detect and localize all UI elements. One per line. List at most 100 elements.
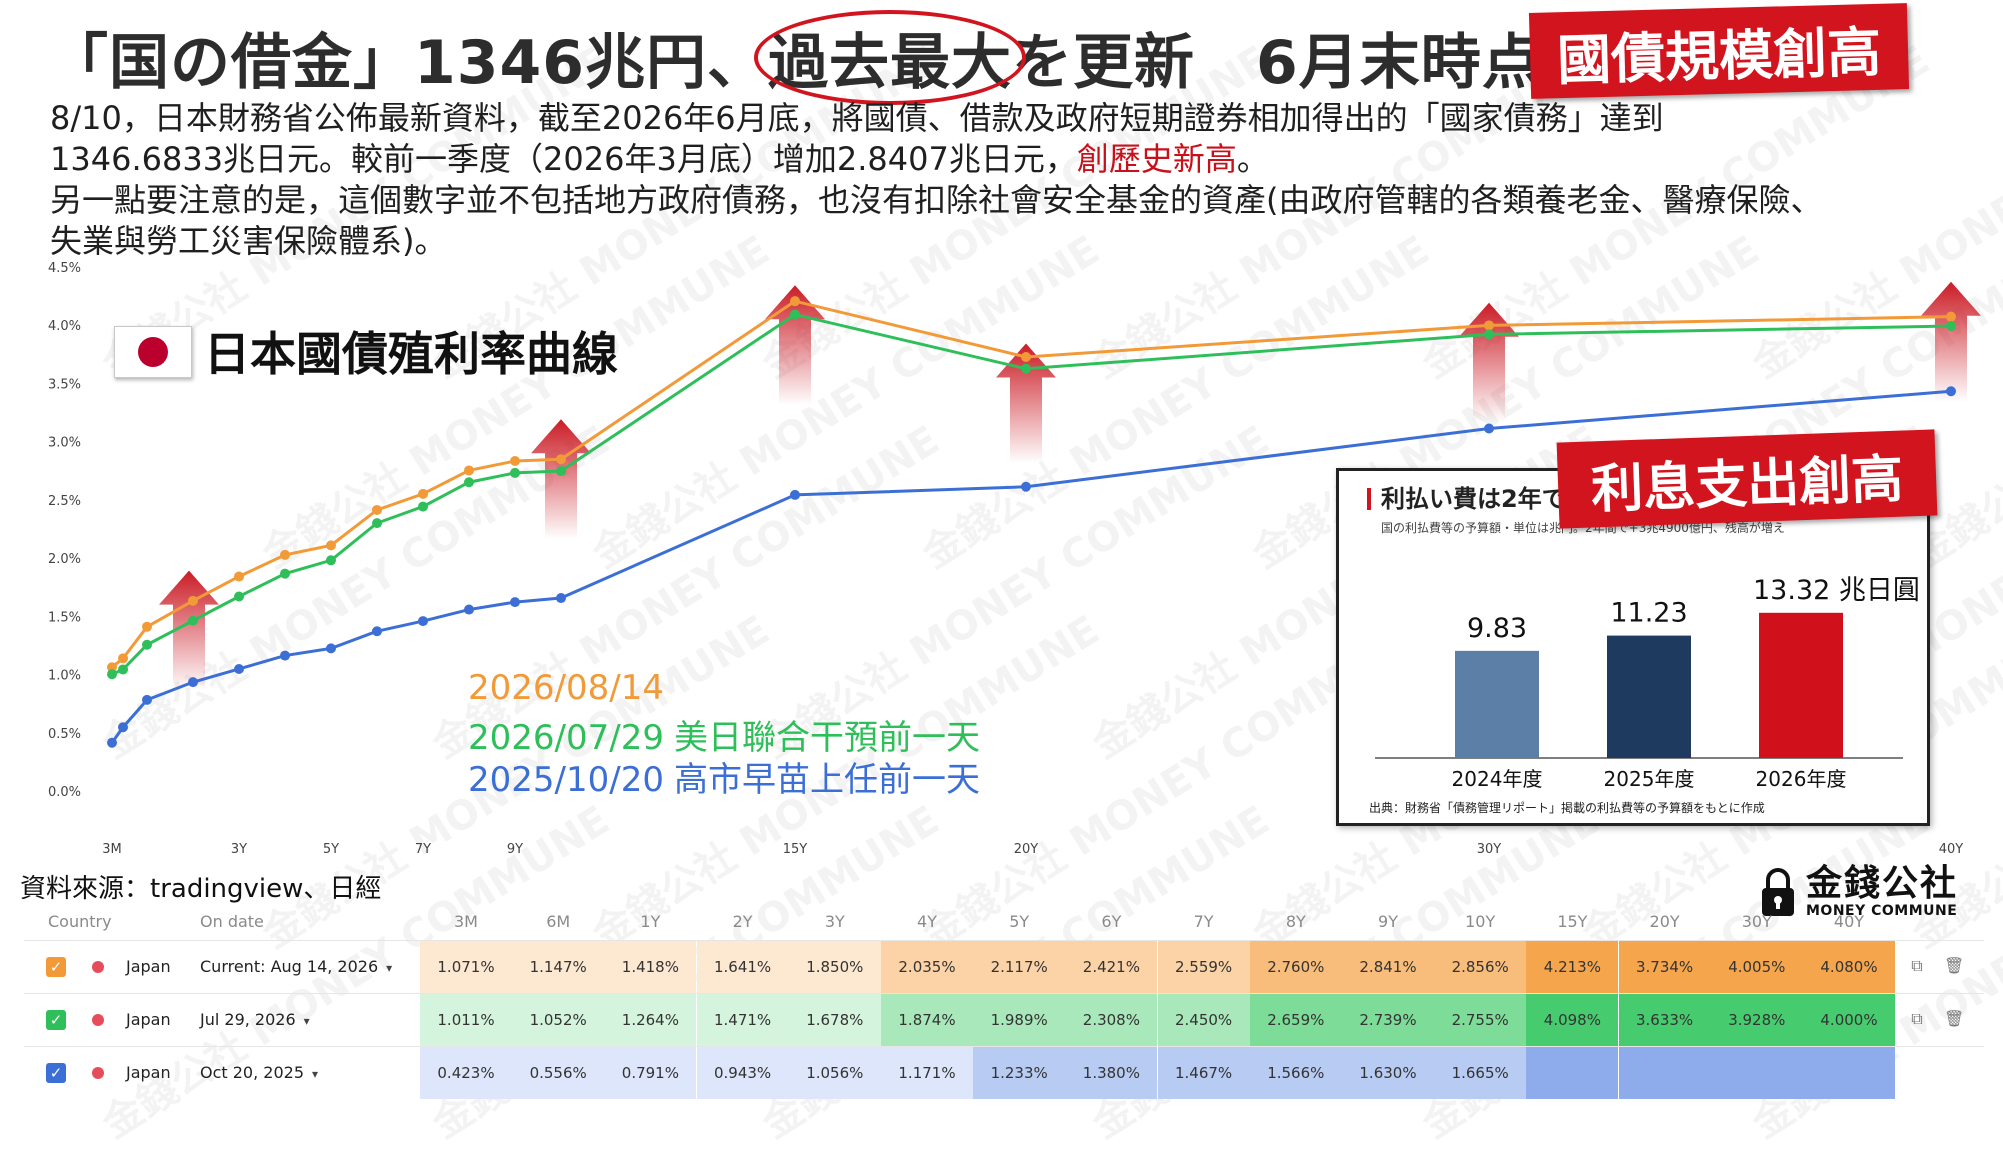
legend-item-1: 2026/08/14 [468, 668, 674, 708]
data-point [418, 488, 428, 499]
rise-arrow [531, 419, 591, 540]
column-header-tenor: 3M [454, 912, 478, 931]
yield-cell: 1.056% [788, 1047, 881, 1099]
inset-bar [1607, 635, 1691, 758]
data-point [1946, 321, 1956, 331]
row-date-select[interactable]: Current: Aug 14, 2026 ▾ [200, 941, 392, 994]
y-tick-label: 3.0% [48, 436, 81, 451]
yield-cell: 1.418% [604, 941, 697, 993]
column-header-tenor: 4Y [917, 912, 937, 931]
yield-cell: 0.556% [512, 1047, 605, 1099]
inset-note: 国の利払費等の予算額・単位は兆円。2年間で+3兆4900億円、残高が増え [1381, 521, 1785, 535]
yield-cell: 2.559% [1157, 941, 1250, 993]
yield-cell: 4.098% [1526, 994, 1619, 1046]
yield-cell: 2.117% [973, 941, 1066, 993]
yield-cell: 2.308% [1065, 994, 1158, 1046]
data-point [790, 489, 800, 500]
column-header-tenor: 1Y [640, 912, 661, 931]
column-header-tenor: 6Y [1101, 912, 1122, 931]
yield-cell: 2.659% [1249, 994, 1342, 1046]
brand-text: 金錢公社 MONEY COMMUNE [1806, 866, 1958, 919]
table-row: ✓ Japan Jul 29, 2026 ▾ 1.011% 1.052% 1.264% 1.4… [24, 993, 1984, 1046]
data-point [188, 677, 198, 688]
data-point [118, 722, 128, 733]
data-point [1484, 329, 1494, 340]
row-checkbox[interactable]: ✓ [46, 1010, 66, 1030]
rise-arrows [159, 281, 1981, 691]
row-checkbox[interactable]: ✓ [46, 957, 66, 977]
yield-cell [1526, 1047, 1619, 1099]
column-header-tenor: 6M [546, 912, 571, 931]
trash-icon[interactable]: 🗑 [1944, 956, 1965, 975]
copy-icon[interactable]: ⧉ [1911, 956, 1923, 975]
inset-header: 利払い費は2年で [1367, 479, 1566, 514]
data-point [510, 597, 520, 608]
y-tick-label: 1.0% [48, 669, 81, 684]
inset-bar [1455, 650, 1539, 758]
column-header-tenor: 7Y [1193, 912, 1214, 931]
x-axis-ticks: 3M 3Y 5Y 7Y 9Y 15Y 20Y 30Y 40Y [102, 842, 1963, 857]
column-header-tenor: 30Y [1741, 912, 1772, 931]
x-tick-label: 40Y [1939, 842, 1964, 857]
data-point [107, 669, 117, 680]
x-tick-label: 7Y [415, 842, 431, 857]
yield-cell: 2.755% [1434, 994, 1527, 1046]
data-point [464, 604, 474, 615]
chart-title: 日本國債殖利率曲線 [204, 327, 618, 381]
data-point [142, 639, 152, 650]
interest-record-banner: 利息支出創高 [1556, 429, 1938, 529]
legend-note-2: 美日聯合干預前一天 [673, 718, 980, 758]
yield-table: Country On date 3M 6M 1Y 2Y 3Y 4Y 5Y 6Y 7Y 8Y 9Y 10… [24, 908, 1984, 1120]
interest-cost-inset: 9.83 2024年度 11.23 2025年度 13.32 兆日圓 2026年度 利払い… [1336, 468, 1930, 826]
row-checkbox[interactable]: ✓ [46, 1063, 66, 1083]
yield-cell: 2.760% [1249, 941, 1342, 993]
yield-cell: 1.233% [973, 1047, 1066, 1099]
data-point [790, 309, 800, 320]
inset-bar-category: 2026年度 [1756, 767, 1847, 791]
yield-cell [1803, 1047, 1895, 1099]
intro-line-2-end: 。 [1236, 140, 1269, 178]
headline: 「国の借金」1346兆円、過去最大を更新 6月末時点 [48, 10, 1543, 105]
yield-cell: 0.791% [604, 1047, 697, 1099]
data-point [1484, 320, 1494, 331]
yield-cell: 2.856% [1434, 941, 1527, 993]
data-point [1946, 386, 1956, 397]
yield-cell: 1.678% [788, 994, 881, 1046]
series-line-3 [110, 389, 1952, 744]
trash-icon[interactable]: 🗑 [1944, 1009, 1965, 1028]
data-point [118, 653, 128, 664]
row-date-select[interactable]: Jul 29, 2026 ▾ [200, 994, 310, 1047]
record-high-highlight: 創歷史新高 [1076, 140, 1237, 178]
row-date-select[interactable]: Oct 20, 2025 ▾ [200, 1047, 318, 1100]
row-date-text: Jul 29, 2026 [200, 1010, 296, 1029]
rise-arrow [996, 343, 1056, 464]
yield-cell [1618, 1047, 1711, 1099]
x-tick-label: 3M [102, 842, 122, 857]
yield-cell: 3.633% [1618, 994, 1711, 1046]
data-point [234, 663, 244, 674]
data-point [790, 296, 800, 307]
y-tick-label: 2.0% [48, 552, 81, 567]
series-points [107, 296, 1956, 748]
x-tick-label: 15Y [783, 842, 808, 857]
column-header-date: On date [200, 912, 264, 931]
copy-icon[interactable]: ⧉ [1911, 1009, 1923, 1028]
yield-cell: 1.052% [512, 994, 605, 1046]
data-point [188, 615, 198, 626]
yield-cell: 1.011% [420, 994, 512, 1046]
intro-line-1: 8/10，日本財務省公佈最新資料，截至2026年6月底，將國債、借款及政府短期證… [50, 99, 1664, 137]
legend-date-1: 2026/08/14 [468, 668, 664, 708]
column-header-tenor: 40Y [1833, 912, 1865, 931]
data-point [326, 643, 336, 654]
yield-cell: 0.943% [696, 1047, 789, 1099]
series-line-1 [111, 299, 1952, 669]
yield-cell: 3.734% [1618, 941, 1711, 993]
x-tick-label: 30Y [1477, 842, 1502, 857]
legend-date-3: 2025/10/20 [468, 760, 664, 800]
column-header-tenor: 20Y [1649, 912, 1680, 931]
data-point [280, 650, 290, 661]
yield-cell: 1.264% [604, 994, 697, 1046]
yield-cell: 1.630% [1342, 1047, 1434, 1099]
data-point [464, 477, 474, 488]
row-date-text: Current: Aug 14, 2026 [200, 957, 379, 976]
